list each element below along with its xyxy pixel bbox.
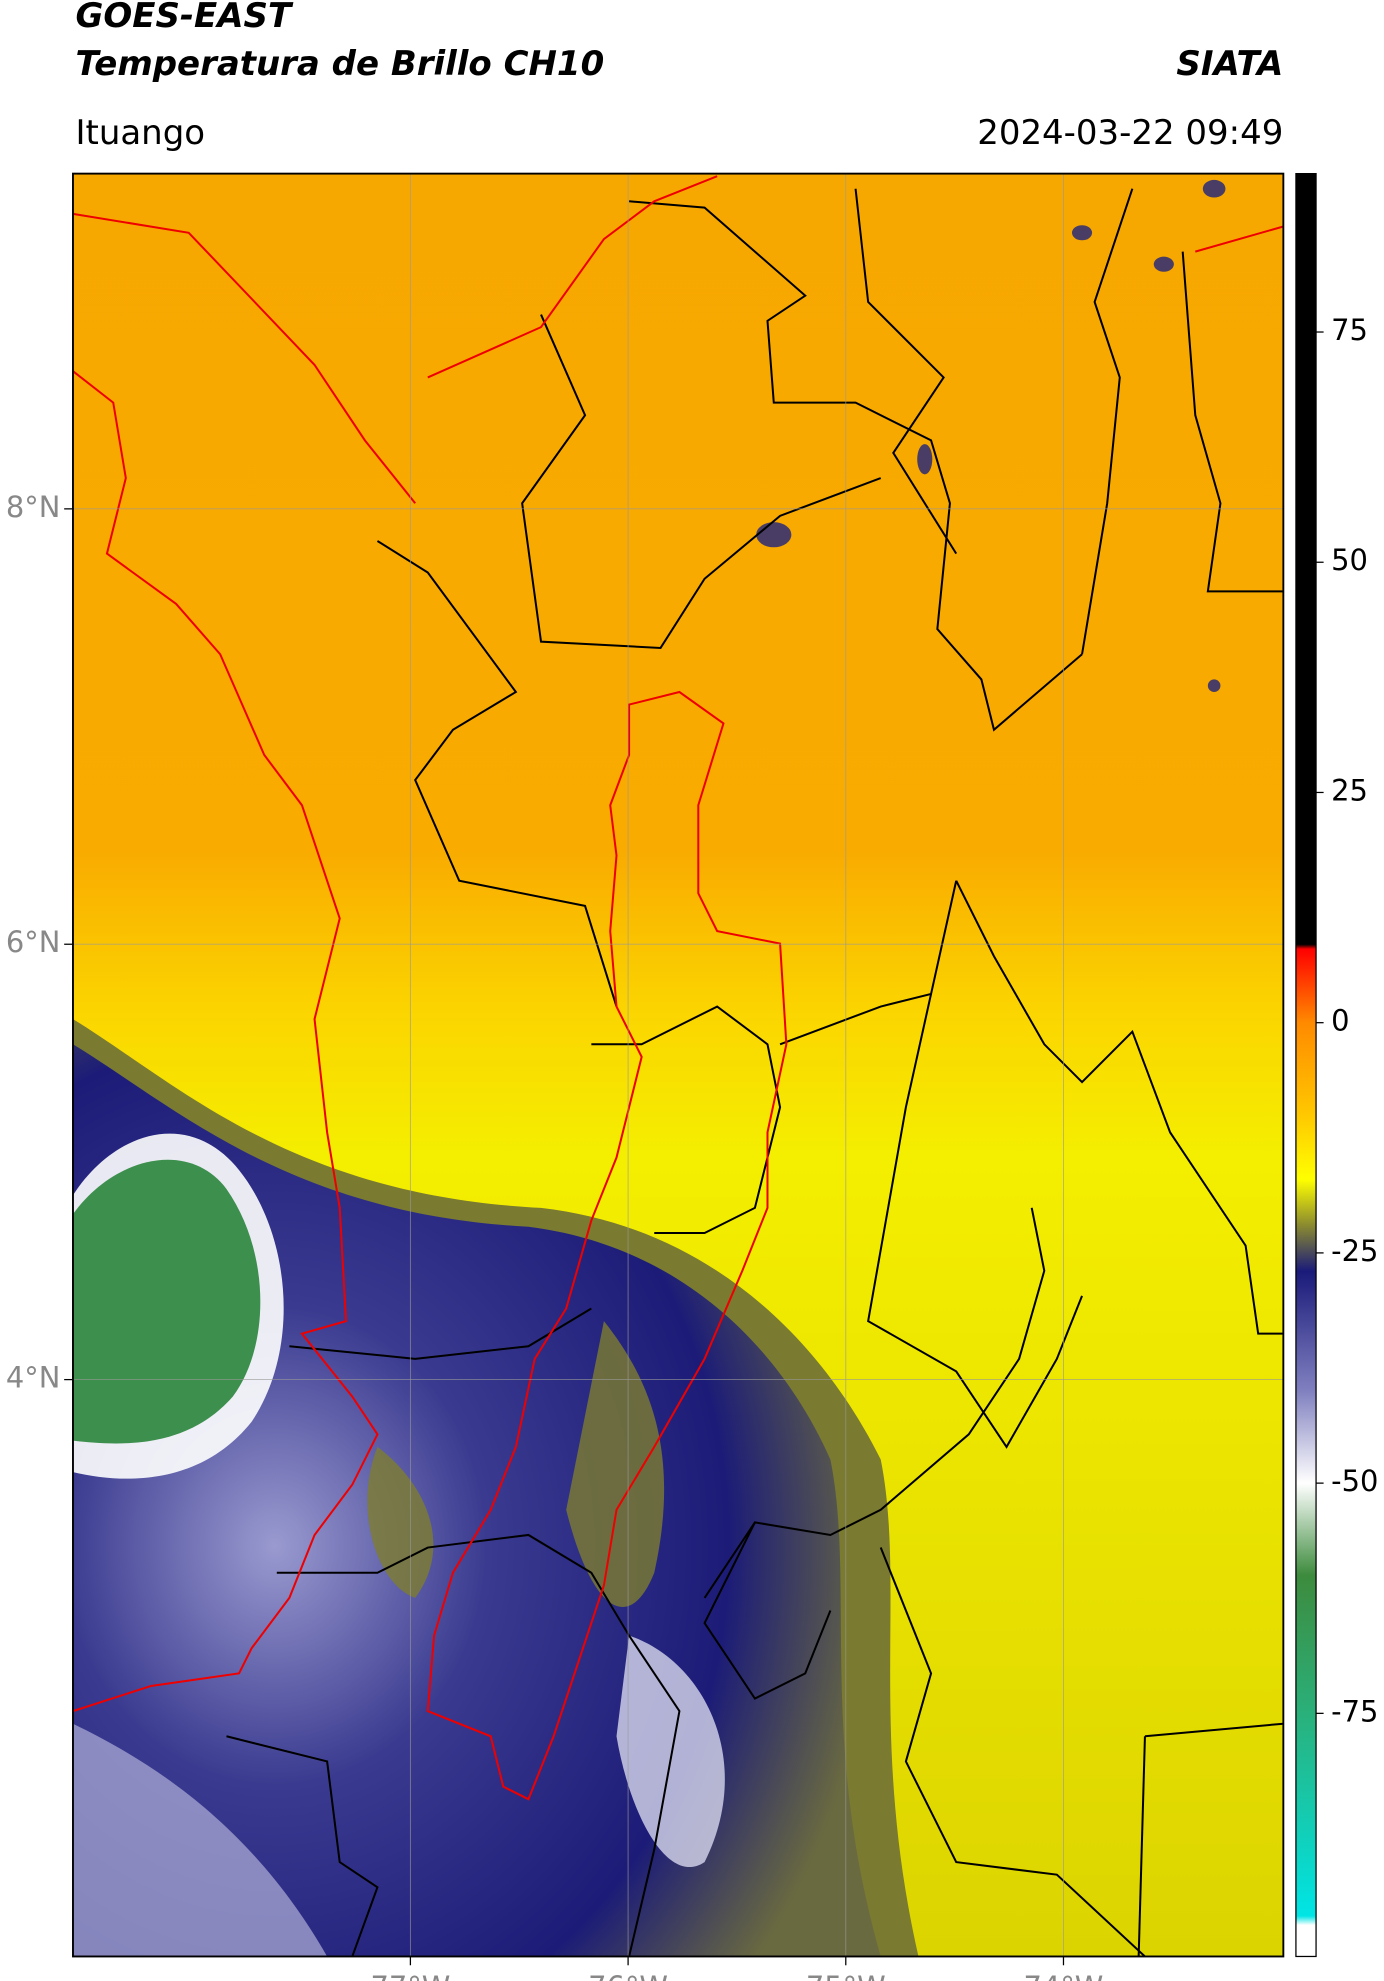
colorbar-label: 25 [1331,773,1368,807]
x-tick-label: 74°W [1024,1970,1104,1981]
colorbar-label: 0 [1331,1004,1349,1038]
colorbar-label: -50 [1331,1464,1378,1498]
colorbar-label: 75 [1331,313,1368,347]
x-tick-label: 76°W [588,1970,668,1981]
grid [72,173,1284,1957]
x-tick-label: 77°W [370,1970,450,1981]
x-tick-label: 75°W [806,1970,886,1981]
region: Ituango [75,113,205,153]
satellite-image [72,173,1284,1957]
admin-borders [226,188,1284,1957]
colorbar [1295,172,1317,1958]
red-outlines [72,175,1284,1801]
colorbar-label: -25 [1331,1234,1378,1268]
timestamp: 2024-03-22 09:49 [977,113,1283,153]
brand: SIATA [1176,44,1283,84]
colorbar-label: -75 [1331,1694,1378,1728]
y-tick-label: 8°N [6,490,61,524]
title: GOES-EAST [75,0,293,36]
map-frame [72,172,1285,1958]
subtitle: Temperatura de Brillo CH10 [75,44,604,84]
colorbar-label: 50 [1331,543,1368,577]
y-tick-label: 4°N [6,1361,61,1395]
y-tick-label: 6°N [6,925,61,959]
